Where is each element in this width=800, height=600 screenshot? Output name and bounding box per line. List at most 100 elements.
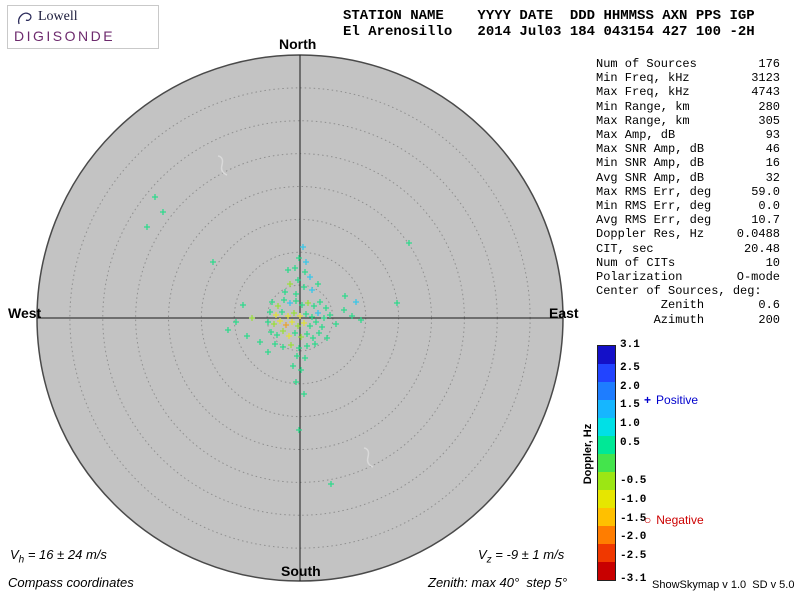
source-point [349,313,355,319]
logo-digisonde-text: DIGISONDE [14,28,116,44]
horizontal-velocity: Vh = 16 ± 24 m/s [10,547,107,566]
stat-row: Avg RMS Err, deg 10.7 [596,213,780,227]
compass-label-north: North [279,36,317,52]
stat-label: CIT, sec [596,241,654,256]
legend-negative-label: Negative [656,513,704,527]
stat-row: Min Freq, kHz 3123 [596,71,780,85]
plus-mark-icon: + [644,393,652,407]
source-point [342,293,348,299]
stat-label: Num of CITs [596,255,676,270]
colorbar-tick-label: 1.0 [620,418,640,431]
stat-label: Zenith [596,298,705,313]
colorbar-tick-label: 1.5 [620,399,640,412]
source-point [160,209,166,215]
version-text: ShowSkymap v 1.0 SD v 5.0 [652,579,795,591]
stat-value: 10.7 [751,213,780,228]
source-point [240,302,246,308]
legend-positive-label: Positive [656,393,699,407]
source-point [291,310,297,316]
source-point [287,300,293,306]
vz-subscript: z [486,554,492,566]
stat-row: Min RMS Err, deg 0.0 [596,199,780,213]
source-point [297,313,303,319]
stat-label: Min Range, km [596,99,690,114]
source-point [300,244,306,250]
source-point [358,317,364,323]
source-point [293,379,299,385]
source-point [316,330,322,336]
source-point [324,335,330,341]
stat-value: 176 [758,57,780,71]
stat-value: 16 [765,156,780,171]
source-point [249,315,255,321]
source-point [280,328,286,334]
source-point [285,267,291,273]
source-point [293,291,299,297]
source-point [233,319,239,325]
stat-value: 59.0 [751,184,780,199]
colorbar-tick-label: -1.0 [620,493,647,506]
stat-row: Num of Sources 176 [596,57,780,71]
artifact-marks [217,155,374,468]
source-point [288,342,294,348]
source-point [317,299,323,305]
stat-row: Max Freq, kHz 4743 [596,85,780,99]
station-header: STATION NAME YYYY DATE DDD HHMMSS AXN PP… [343,8,755,40]
source-point [272,341,278,347]
colorbar-tick-label: 2.5 [620,361,640,374]
circle-mark-icon: ○ [644,513,652,527]
vh-subscript: h [18,554,25,566]
source-point [275,303,281,309]
legend-positive: + Positive [644,393,698,407]
stat-label: Azimuth [596,312,705,327]
doppler-colorbar [597,345,616,581]
stat-label: Avg SNR Amp, dB [596,170,705,185]
source-point [296,427,302,433]
stat-label: Max SNR Amp, dB [596,142,705,157]
compass-label-east: East [549,305,579,321]
stat-row: Zenith 0.6 [596,298,780,312]
source-point [406,240,412,246]
source-point [210,259,216,265]
source-point [283,322,289,328]
stat-label: Num of Sources [596,57,697,71]
colorbar-tick-label: -3.1 [620,573,647,585]
source-point [225,327,231,333]
stat-value: 200 [758,312,780,327]
source-point [311,303,317,309]
stat-value: 20.48 [743,241,780,256]
stat-value: 93 [765,128,780,143]
source-point [304,331,310,337]
stat-value: 305 [758,113,780,128]
colorbar-tick-label: -2.0 [620,531,647,544]
stat-label: Max Amp, dB [596,128,676,143]
colorbar-tick-label: 2.0 [620,380,640,393]
source-point [265,319,271,325]
source-point [292,265,298,271]
source-point [296,255,302,261]
stat-row: Num of CITs 10 [596,256,780,270]
source-point [310,335,316,341]
stat-value: 0.0488 [736,227,780,242]
stat-row: Max Amp, dB 93 [596,128,780,142]
stat-value: 3123 [751,71,780,86]
source-point [333,321,339,327]
source-point [269,299,275,305]
source-point [273,312,279,318]
stat-row: Max Range, km 305 [596,114,780,128]
source-point [312,341,318,347]
lowell-digisonde-logo: Lowell DIGISONDE [7,5,159,49]
source-point [292,330,298,336]
colorbar-tick-label: -2.5 [620,550,647,563]
stat-value: 46 [765,142,780,157]
stat-label: Min RMS Err, deg [596,199,712,214]
source-point [321,315,327,321]
stat-label: Min SNR Amp, dB [596,156,705,171]
vertical-velocity: Vz = -9 ± 1 m/s [478,547,564,566]
header-columns: STATION NAME YYYY DATE DDD HHMMSS AXN PP… [343,8,755,24]
source-point [319,324,325,330]
stat-label: Max RMS Err, deg [596,184,712,199]
stat-row: Azimuth 200 [596,313,780,327]
